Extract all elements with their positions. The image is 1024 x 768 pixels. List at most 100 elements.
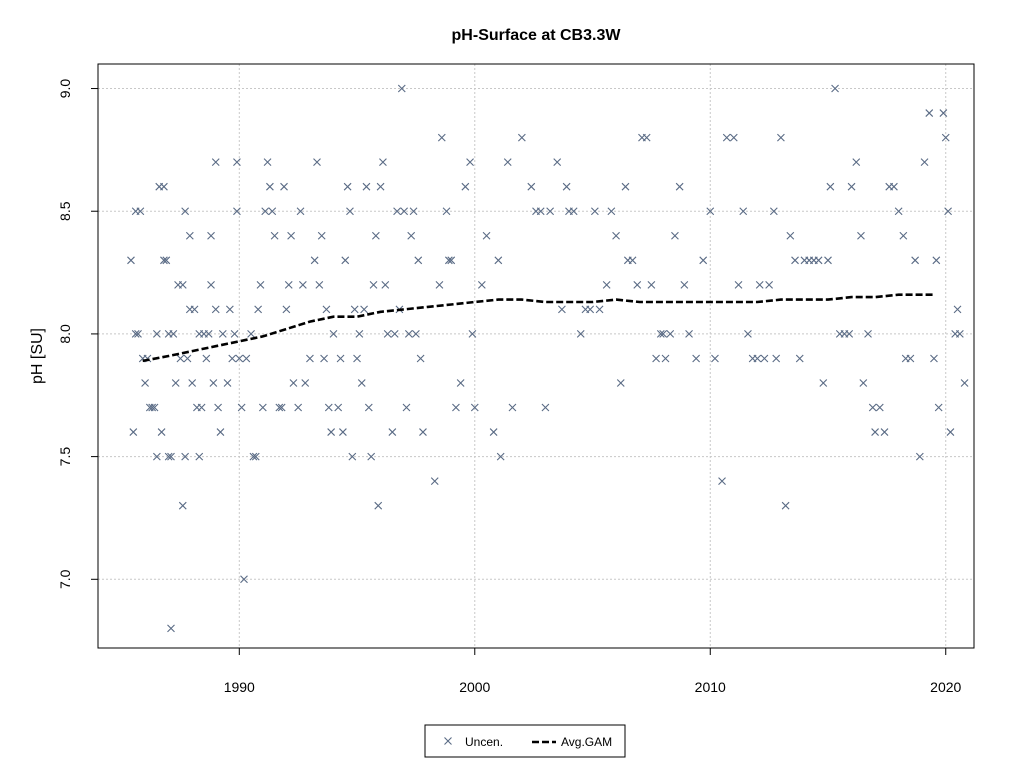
- data-point: [181, 452, 190, 461]
- data-point: [930, 354, 938, 363]
- data-point: [350, 305, 359, 314]
- data-point: [185, 231, 194, 240]
- data-point: [932, 256, 941, 265]
- data-point: [470, 403, 479, 412]
- data-point: [444, 256, 453, 265]
- data-point: [266, 182, 274, 191]
- data-point: [320, 354, 328, 363]
- data-point: [207, 231, 215, 240]
- y-tick-label: 8.5: [57, 201, 73, 221]
- data-point: [711, 354, 719, 363]
- data-point: [341, 256, 350, 265]
- data-point: [136, 207, 145, 216]
- data-point: [452, 403, 460, 412]
- data-point: [235, 354, 244, 363]
- data-point: [795, 354, 804, 363]
- data-point: [435, 280, 444, 289]
- data-point: [880, 428, 889, 436]
- data-point: [466, 158, 474, 167]
- data-point: [247, 330, 255, 338]
- data-point: [327, 428, 336, 436]
- data-point: [576, 330, 585, 338]
- data-point: [541, 403, 550, 412]
- data-point: [233, 158, 241, 167]
- data-point: [875, 403, 884, 412]
- data-point: [141, 379, 149, 387]
- data-point: [379, 158, 387, 167]
- data-point: [197, 403, 206, 412]
- data-point: [569, 207, 578, 216]
- data-point: [496, 452, 505, 461]
- data-point: [517, 133, 526, 142]
- data-point: [920, 158, 929, 167]
- data-point: [251, 452, 260, 461]
- data-point: [355, 330, 364, 338]
- data-point: [960, 379, 969, 387]
- data-point: [894, 207, 903, 216]
- data-point: [178, 280, 187, 289]
- data-point: [282, 305, 291, 314]
- data-point: [404, 330, 413, 338]
- data-point: [890, 182, 898, 191]
- data-point: [419, 428, 427, 436]
- data-point: [407, 231, 416, 240]
- data-point: [287, 231, 295, 240]
- data-point: [390, 330, 399, 338]
- data-point: [675, 182, 684, 191]
- data-point: [317, 231, 326, 240]
- data-point: [310, 256, 319, 265]
- data-point: [814, 256, 823, 265]
- data-point: [306, 354, 314, 363]
- data-point: [258, 403, 267, 412]
- data-point: [343, 182, 352, 191]
- data-point: [659, 330, 668, 338]
- data-point: [461, 182, 470, 191]
- data-point: [734, 280, 743, 289]
- data-point: [277, 403, 286, 412]
- data-point: [430, 477, 439, 486]
- y-tick-label: 7.0: [57, 569, 73, 589]
- data-point: [171, 379, 180, 387]
- data-point: [195, 452, 204, 461]
- data-point: [225, 305, 234, 314]
- data-point: [348, 452, 357, 461]
- data-point: [178, 501, 187, 510]
- data-point: [616, 379, 625, 387]
- data-point: [826, 182, 835, 191]
- data-point: [934, 403, 943, 412]
- data-point: [263, 158, 272, 167]
- data-point: [301, 379, 310, 387]
- data-point: [336, 354, 345, 363]
- data-point: [289, 379, 298, 387]
- data-point: [621, 182, 630, 191]
- y-tick-label: 9.0: [57, 79, 73, 99]
- data-point: [562, 182, 571, 191]
- data-point: [339, 428, 347, 436]
- data-point: [167, 452, 175, 461]
- data-point: [284, 280, 293, 289]
- data-point: [298, 280, 307, 289]
- data-point: [590, 207, 599, 216]
- data-point: [722, 133, 731, 142]
- data-point: [256, 280, 265, 289]
- y-axis-label: pH [SU]: [29, 328, 46, 384]
- chart-title: pH-Surface at CB3.3W: [452, 27, 622, 44]
- data-point: [268, 207, 277, 216]
- data-point: [376, 182, 385, 191]
- data-point: [781, 501, 790, 510]
- data-point: [381, 280, 390, 289]
- data-point: [744, 330, 752, 338]
- data-point: [953, 305, 962, 314]
- data-point: [864, 330, 872, 338]
- data-point: [131, 330, 140, 338]
- data-point: [346, 207, 354, 216]
- data-point: [160, 182, 168, 191]
- data-point: [296, 207, 305, 216]
- data-point: [586, 305, 595, 314]
- data-point: [254, 305, 263, 314]
- data-point: [847, 182, 856, 191]
- data-point: [202, 354, 211, 363]
- data-point: [899, 231, 908, 240]
- data-point: [162, 256, 171, 265]
- gam-line: [142, 293, 934, 363]
